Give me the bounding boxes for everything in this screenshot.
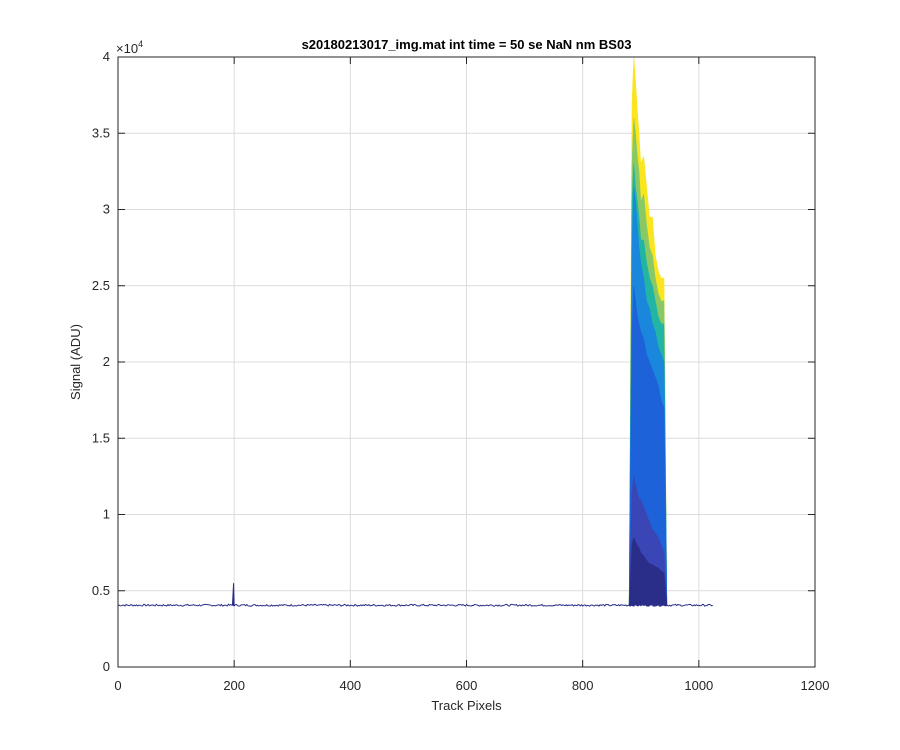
y-tick-label: 0.5 <box>92 583 110 598</box>
y-axis-label: Signal (ADU) <box>68 324 83 400</box>
spike <box>231 583 235 606</box>
y-tick-label: 2 <box>103 354 110 369</box>
x-tick-label: 800 <box>572 678 594 693</box>
y-tick-label: 2.5 <box>92 278 110 293</box>
baseline-series <box>117 583 713 607</box>
y-tick-label: 3 <box>103 202 110 217</box>
tick-labels: 0 200 400 600 800 1000 1200 0 0.5 1 1.5 2 2.5 3 3.5 4 <box>92 49 830 693</box>
x-tick-label: 400 <box>339 678 361 693</box>
x-tick-label: 0 <box>114 678 121 693</box>
peak-layer-band <box>628 536 668 606</box>
x-tick-label: 600 <box>456 678 478 693</box>
y-exponent-label: ×104 <box>116 39 143 56</box>
x-axis-label: Track Pixels <box>431 698 502 713</box>
y-tick-label: 4 <box>103 49 110 64</box>
y-exponent-power: 4 <box>138 39 143 49</box>
y-tick-label: 3.5 <box>92 125 110 140</box>
y-exponent-base: ×10 <box>116 41 138 56</box>
y-tick-label: 1.5 <box>92 430 110 445</box>
y-tick-label: 1 <box>103 507 110 522</box>
baseline-line <box>117 603 713 607</box>
y-tick-label: 0 <box>103 659 110 674</box>
axes <box>117 56 816 668</box>
x-tick-label: 1200 <box>801 678 830 693</box>
chart-title: s20180213017_img.mat int time = 50 se Na… <box>302 37 632 52</box>
x-tick-label: 200 <box>223 678 245 693</box>
peak-surface <box>628 56 668 606</box>
x-tick-label: 1000 <box>684 678 713 693</box>
